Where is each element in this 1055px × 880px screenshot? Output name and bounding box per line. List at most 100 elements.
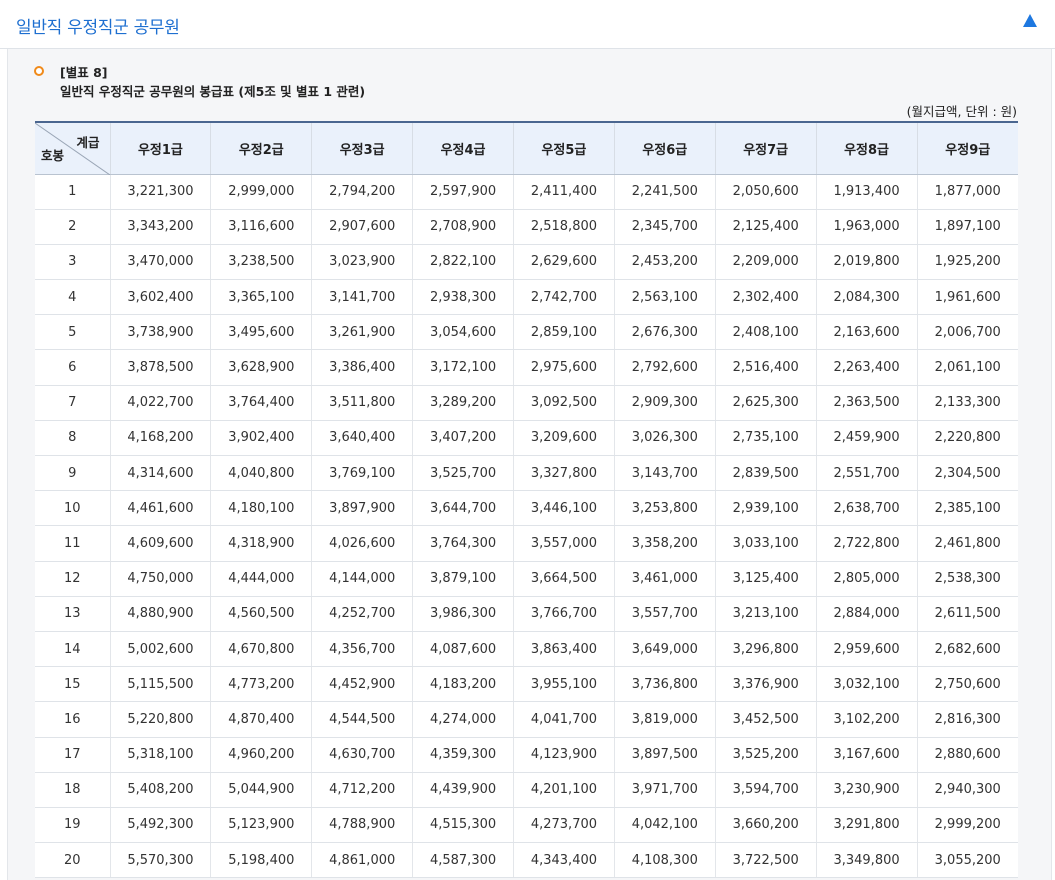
- salary-cell: 3,291,800: [815, 807, 917, 844]
- caption-annex-label: [별표 8]: [60, 65, 108, 80]
- salary-cell: 4,123,900: [513, 737, 615, 773]
- column-header: 우정9급: [916, 121, 1018, 175]
- salary-cell: 4,750,000: [109, 561, 211, 597]
- salary-cell: 2,938,300: [412, 279, 514, 316]
- step-number-cell: 12: [35, 561, 110, 597]
- salary-cell: 3,461,000: [613, 561, 716, 597]
- salary-cell: 4,452,900: [311, 666, 413, 703]
- salary-cell: 2,304,500: [916, 455, 1018, 492]
- salary-cell: 4,630,700: [311, 737, 413, 773]
- salary-cell: 3,349,800: [815, 842, 917, 879]
- salary-cell: 3,092,500: [513, 385, 615, 421]
- step-number-cell: 4: [35, 279, 110, 316]
- salary-cell: 4,318,900: [210, 525, 312, 562]
- salary-cell: 4,201,100: [513, 772, 615, 808]
- salary-cell: 3,495,600: [210, 314, 312, 351]
- step-number-cell: 18: [35, 772, 110, 808]
- step-number-cell: 7: [35, 385, 110, 421]
- salary-cell: 4,108,300: [613, 842, 716, 879]
- salary-cell: 3,879,100: [412, 561, 514, 597]
- salary-cell: 2,163,600: [815, 314, 917, 351]
- salary-cell: 3,213,100: [714, 596, 817, 632]
- salary-cell: 4,788,900: [311, 807, 413, 844]
- salary-cell: 3,238,500: [210, 244, 312, 281]
- salary-cell: 3,902,400: [210, 420, 312, 457]
- salary-cell: 4,444,000: [210, 561, 312, 597]
- salary-cell: 4,560,500: [210, 596, 312, 632]
- salary-cell: 3,141,700: [311, 279, 413, 316]
- table-row: 7 4,022,700 3,764,400 3,511,800 3,289,200 3,0…: [35, 385, 1018, 421]
- salary-cell: 2,722,800: [815, 525, 917, 562]
- salary-cell: 3,897,900: [311, 490, 413, 527]
- salary-cell: 5,198,400: [210, 842, 312, 879]
- salary-cell: 3,660,200: [714, 807, 817, 844]
- salary-cell: 4,773,200: [210, 666, 312, 703]
- salary-cell: 2,461,800: [916, 525, 1018, 562]
- salary-cell: 2,638,700: [815, 490, 917, 527]
- column-header: 우정1급: [109, 121, 211, 175]
- table-row: 14 5,002,600 4,670,800 4,356,700 4,087,600 3,…: [35, 631, 1018, 668]
- salary-cell: 4,960,200: [210, 737, 312, 773]
- salary-cell: 2,084,300: [815, 279, 917, 316]
- salary-cell: 4,042,100: [613, 807, 716, 844]
- corner-header-cell: 계급 호봉: [35, 121, 110, 175]
- salary-cell: 5,492,300: [109, 807, 211, 844]
- salary-cell: 3,470,000: [109, 244, 211, 281]
- salary-cell: 3,143,700: [613, 455, 716, 492]
- salary-cell: 4,880,900: [109, 596, 211, 632]
- salary-cell: 2,939,100: [714, 490, 817, 527]
- circle-bullet-icon: [34, 66, 44, 76]
- salary-cell: 3,769,100: [311, 455, 413, 492]
- salary-cell: 2,453,200: [613, 244, 716, 281]
- salary-cell: 2,385,100: [916, 490, 1018, 527]
- step-number-cell: 9: [35, 455, 110, 492]
- salary-cell: 2,682,600: [916, 631, 1018, 668]
- salary-cell: 4,026,600: [311, 525, 413, 562]
- salary-cell: 3,125,400: [714, 561, 817, 597]
- salary-cell: 2,263,400: [815, 349, 917, 386]
- caption-title: 일반직 우정직군 공무원의 봉급표 (제5조 및 별표 1 관련): [60, 84, 366, 99]
- salary-cell: 2,999,000: [210, 174, 312, 210]
- salary-cell: 3,878,500: [109, 349, 211, 386]
- table-header-row: 계급 호봉 우정1급 우정2급 우정3급 우정4급 우정5급 우정6급 우정7급…: [35, 121, 1018, 175]
- step-number-cell: 17: [35, 737, 110, 773]
- salary-cell: 3,557,000: [513, 525, 615, 562]
- collapse-arrow-icon[interactable]: [1023, 14, 1037, 27]
- step-number-cell: 10: [35, 490, 110, 527]
- salary-cell: 2,363,500: [815, 385, 917, 421]
- salary-cell: 2,241,500: [613, 174, 716, 210]
- column-header: 우정3급: [311, 121, 413, 175]
- step-number-cell: 14: [35, 631, 110, 668]
- salary-cell: 3,446,100: [513, 490, 615, 527]
- salary-cell: 3,116,600: [210, 209, 312, 245]
- salary-cell: 3,664,500: [513, 561, 615, 597]
- table-row: 13 4,880,900 4,560,500 4,252,700 3,986,300 3,…: [35, 596, 1018, 632]
- salary-cell: 3,365,100: [210, 279, 312, 316]
- salary-cell: 2,133,300: [916, 385, 1018, 421]
- salary-cell: 2,907,600: [311, 209, 413, 245]
- salary-cell: 3,221,300: [109, 174, 211, 210]
- salary-cell: 2,125,400: [714, 209, 817, 245]
- salary-cell: 3,343,200: [109, 209, 211, 245]
- column-header: 우정5급: [513, 121, 615, 175]
- salary-cell: 4,040,800: [210, 455, 312, 492]
- salary-cell: 3,358,200: [613, 525, 716, 562]
- salary-cell: 2,518,800: [513, 209, 615, 245]
- salary-cell: 2,805,000: [815, 561, 917, 597]
- salary-cell: 3,736,800: [613, 666, 716, 703]
- salary-cell: 3,525,200: [714, 737, 817, 773]
- salary-cell: 2,538,300: [916, 561, 1018, 597]
- salary-cell: 4,670,800: [210, 631, 312, 668]
- salary-cell: 3,033,100: [714, 525, 817, 562]
- salary-cell: 3,955,100: [513, 666, 615, 703]
- salary-cell: 1,897,100: [916, 209, 1018, 245]
- step-number-cell: 13: [35, 596, 110, 632]
- salary-cell: 3,230,900: [815, 772, 917, 808]
- salary-cell: 3,026,300: [613, 420, 716, 457]
- section-title: 일반직 우정직군 공무원: [16, 18, 180, 38]
- column-header: 우정8급: [815, 121, 917, 175]
- salary-cell: 3,511,800: [311, 385, 413, 421]
- salary-cell: 3,971,700: [613, 772, 716, 808]
- step-number-cell: 2: [35, 209, 110, 245]
- salary-cell: 2,220,800: [916, 420, 1018, 457]
